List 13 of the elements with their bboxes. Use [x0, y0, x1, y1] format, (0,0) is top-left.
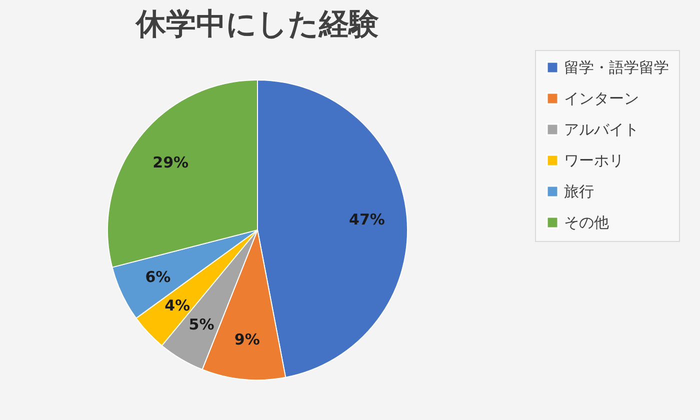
data-label: 4% [164, 296, 190, 314]
legend-label: 留学・語学留学 [564, 58, 669, 76]
data-label: 47% [349, 210, 385, 229]
data-label: 29% [152, 154, 189, 172]
chart-title: 休学中にした経験 [135, 7, 379, 42]
legend-label: ワーホリ [564, 152, 624, 170]
legend-label: その他 [564, 214, 609, 232]
data-label: 6% [145, 268, 171, 286]
data-label: 9% [234, 330, 260, 349]
legend-label: インターン [564, 90, 639, 108]
data-label: 5% [188, 316, 214, 334]
legend-label: 旅行 [564, 182, 594, 200]
legend-label: アルバイト [564, 120, 639, 138]
